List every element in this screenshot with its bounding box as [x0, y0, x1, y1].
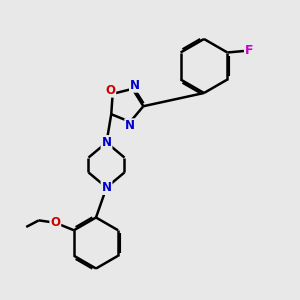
Text: N: N	[125, 119, 135, 132]
Text: O: O	[50, 216, 60, 229]
Text: F: F	[245, 44, 254, 58]
Text: O: O	[105, 84, 115, 97]
Text: N: N	[101, 136, 112, 149]
Text: N: N	[130, 79, 140, 92]
Text: N: N	[101, 181, 112, 194]
